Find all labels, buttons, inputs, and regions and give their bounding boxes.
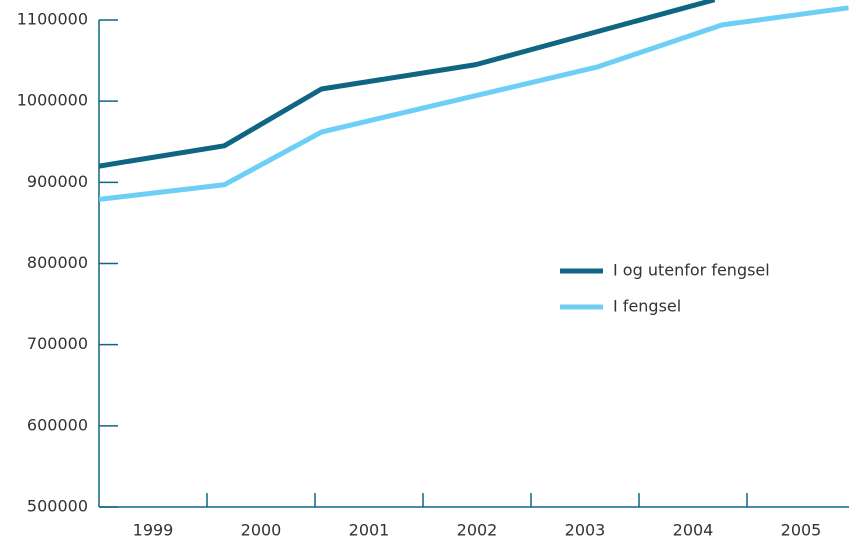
x-tick-label: 2004 xyxy=(673,521,714,540)
y-tick-label: 700000 xyxy=(27,334,88,353)
x-tick-label: 2003 xyxy=(565,521,606,540)
line xyxy=(99,0,716,169)
y-tick-label: 600000 xyxy=(27,415,88,434)
y-tick-label: 1100000 xyxy=(17,10,88,29)
legend-label: I fengsel xyxy=(613,297,681,316)
x-tick-label: 1999 xyxy=(133,521,174,540)
x-tick-label: 2000 xyxy=(241,521,282,540)
y-tick-label: 1000000 xyxy=(17,91,88,110)
y-tick-label: 900000 xyxy=(27,172,88,191)
x-tick-label: 2001 xyxy=(349,521,390,540)
legend-label: I og utenfor fengsel xyxy=(613,261,770,280)
x-tick-label: 2005 xyxy=(781,521,822,540)
x-tick-label: 2002 xyxy=(457,521,498,540)
line xyxy=(99,5,849,202)
plot-area xyxy=(99,0,849,202)
y-tick-label: 500000 xyxy=(27,497,88,516)
y-tick-label: 800000 xyxy=(27,253,88,272)
